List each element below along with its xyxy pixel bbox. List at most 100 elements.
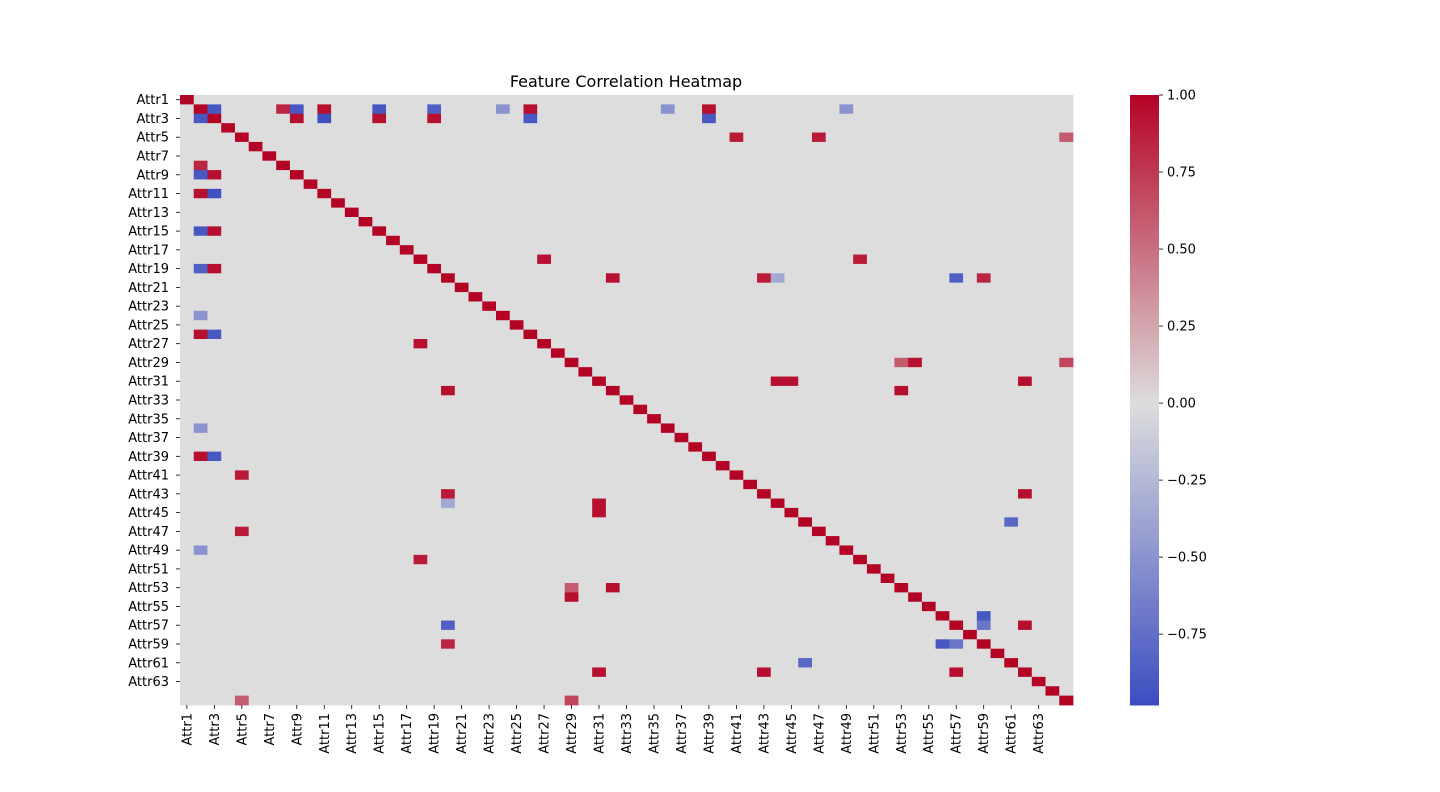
heatmap-cell <box>1018 104 1033 115</box>
y-tick-label: Attr19 <box>128 262 169 277</box>
heatmap-cell <box>674 451 689 462</box>
heatmap-cell <box>276 526 291 537</box>
heatmap-cell <box>289 611 305 621</box>
heatmap-cell <box>660 507 675 518</box>
heatmap-cell <box>441 198 456 209</box>
heatmap-cell <box>702 667 717 678</box>
heatmap-cell <box>894 404 909 415</box>
heatmap-cell <box>454 367 469 377</box>
colorbar-segment <box>1130 464 1159 468</box>
heatmap-cell <box>743 301 758 312</box>
heatmap-cell <box>482 554 497 565</box>
heatmap-cell <box>1045 470 1060 481</box>
heatmap-cell <box>482 367 497 377</box>
heatmap-cell <box>921 123 937 133</box>
heatmap-cell <box>743 132 758 143</box>
heatmap-cell <box>523 339 538 349</box>
heatmap-cell <box>674 583 689 593</box>
heatmap-cell <box>702 151 717 162</box>
heatmap-cell <box>454 461 469 471</box>
heatmap-cell <box>1031 423 1046 434</box>
colorbar-segment <box>1130 174 1159 178</box>
heatmap-cell <box>331 507 346 518</box>
heatmap-cell <box>743 601 758 612</box>
heatmap-cell <box>935 376 950 387</box>
x-tick-label: Attr41 <box>730 713 745 754</box>
heatmap-cell <box>990 113 1005 124</box>
heatmap-cell <box>482 123 497 133</box>
heatmap-cell <box>1059 414 1074 424</box>
heatmap-cell <box>495 263 511 274</box>
heatmap-cell <box>949 188 964 199</box>
heatmap-cell <box>221 179 236 190</box>
heatmap-cell <box>633 151 648 162</box>
heatmap-cell <box>578 432 593 443</box>
heatmap-cell <box>1059 320 1074 331</box>
heatmap-cell <box>1031 339 1046 349</box>
heatmap-cell <box>399 376 414 387</box>
heatmap-cell <box>358 648 373 659</box>
heatmap-cell <box>386 357 401 368</box>
heatmap-cell <box>413 385 428 396</box>
heatmap-cell <box>331 310 346 321</box>
heatmap-cell <box>592 301 607 312</box>
heatmap-cell <box>454 273 469 284</box>
heatmap-cell <box>770 310 785 321</box>
heatmap-cell <box>702 273 717 284</box>
heatmap-cell <box>372 310 387 321</box>
colorbar-tick-label: 0.25 <box>1167 320 1196 335</box>
heatmap-cell <box>894 95 909 105</box>
x-tick-label: Attr15 <box>373 713 388 754</box>
heatmap-cell <box>413 545 428 556</box>
heatmap-cell <box>811 263 827 274</box>
heatmap-cell <box>537 226 552 237</box>
heatmap-cell <box>495 170 511 180</box>
y-tick-label: Attr9 <box>137 168 169 183</box>
heatmap-cell <box>1045 545 1060 556</box>
heatmap-cell <box>825 367 840 377</box>
heatmap-cell <box>605 658 621 668</box>
heatmap-cell <box>825 282 840 293</box>
heatmap-cell <box>1004 648 1019 659</box>
heatmap-cell <box>523 95 538 105</box>
heatmap-cell <box>344 695 359 706</box>
heatmap-cell <box>784 601 799 612</box>
heatmap-cell <box>757 348 772 359</box>
heatmap-cell <box>537 517 552 528</box>
heatmap-cell <box>358 160 373 171</box>
heatmap-cell <box>372 104 387 115</box>
heatmap-cell <box>454 423 469 434</box>
heatmap-cell <box>825 104 840 115</box>
heatmap-cell <box>509 583 524 593</box>
heatmap-cell <box>825 235 840 246</box>
heatmap-cell <box>770 404 785 415</box>
heatmap-cell <box>358 188 373 199</box>
heatmap-cell <box>386 226 401 237</box>
heatmap-cell <box>193 451 208 462</box>
heatmap-cell <box>935 414 950 424</box>
heatmap-cell <box>454 658 469 668</box>
heatmap-cell <box>509 498 524 509</box>
heatmap-cell <box>564 263 579 274</box>
heatmap-cell <box>386 611 401 621</box>
heatmap-cell <box>1031 686 1046 697</box>
heatmap-cell <box>990 207 1005 218</box>
heatmap-cell <box>743 564 758 575</box>
heatmap-cell <box>880 301 895 312</box>
heatmap-cell <box>427 667 442 678</box>
heatmap-cell <box>248 245 263 255</box>
heatmap-cell <box>482 376 497 387</box>
y-tick-label: Attr29 <box>128 356 169 371</box>
heatmap-cell <box>358 385 373 396</box>
heatmap-cell <box>509 695 524 706</box>
heatmap-cell <box>894 263 909 274</box>
heatmap-cell <box>207 188 222 199</box>
heatmap-cell <box>702 292 717 302</box>
heatmap-cell <box>908 160 923 171</box>
heatmap-cell <box>619 564 634 575</box>
heatmap-cell <box>702 442 717 453</box>
heatmap-cell <box>825 423 840 434</box>
heatmap-cell <box>592 113 607 124</box>
heatmap-cell <box>963 104 978 115</box>
colorbar-tick-label: 0.00 <box>1167 397 1196 412</box>
